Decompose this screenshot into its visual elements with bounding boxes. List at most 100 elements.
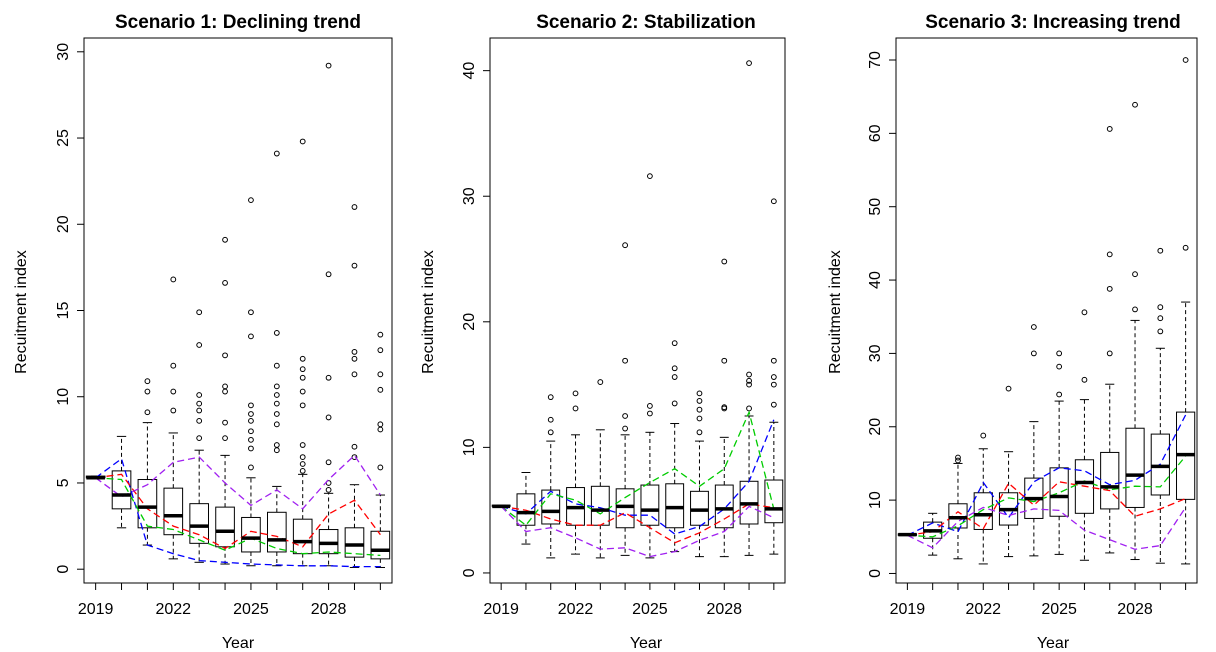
outlier-point <box>144 378 151 385</box>
outlier-point <box>770 357 777 364</box>
x-tick-label: 2028 <box>1117 601 1153 618</box>
outlier-point <box>955 457 961 464</box>
x-axis-label: Year <box>222 635 255 652</box>
box-body <box>516 493 536 526</box>
outlier-point <box>273 362 280 369</box>
outlier-point <box>671 365 678 372</box>
outlier-point <box>299 402 306 409</box>
outlier-point <box>273 150 280 157</box>
outlier-point <box>377 386 384 393</box>
box-2022 <box>163 276 184 560</box>
box-2021 <box>948 454 968 560</box>
x-tick-label: 2025 <box>1041 601 1077 618</box>
outlier-point <box>273 421 280 428</box>
y-axis-label: Recuitment index <box>13 250 30 374</box>
y-axis: 0 10 20 30 40 50 60 70 <box>867 51 896 578</box>
outlier-point <box>1106 350 1113 357</box>
outlier-point <box>646 173 653 180</box>
x-axis: 2019 2022 2025 2028 <box>78 583 381 618</box>
box-body <box>215 506 235 548</box>
outlier-point <box>351 443 358 450</box>
outlier-point <box>1005 385 1012 392</box>
outlier-point <box>299 355 306 362</box>
outlier-point <box>273 392 280 398</box>
outlier-point <box>325 62 332 69</box>
outlier-point <box>1157 247 1164 254</box>
outlier-point <box>299 442 306 448</box>
outlier-point <box>1157 328 1164 335</box>
box-body <box>137 479 158 529</box>
box-2029 <box>344 204 365 568</box>
outlier-point <box>1081 376 1088 383</box>
box-2024 <box>215 236 235 565</box>
outlier-point <box>351 355 358 362</box>
box-body <box>665 483 685 529</box>
outlier-point <box>980 432 987 439</box>
outlier-point <box>1106 285 1113 292</box>
box-2026 <box>665 340 685 553</box>
outlier-point <box>622 413 629 419</box>
outlier-point <box>696 390 703 397</box>
y-tick-label: 40 <box>461 62 478 80</box>
trajectory-line-2 <box>95 473 381 550</box>
y-tick-label: 10 <box>867 491 884 509</box>
x-tick-label: 2025 <box>632 601 668 618</box>
outlier-point <box>1132 101 1138 108</box>
y-axis-label: Recuitment index <box>420 250 437 374</box>
outlier-point <box>196 435 203 442</box>
outlier-point <box>1081 309 1088 316</box>
outlier-point <box>299 454 306 460</box>
outlier-point <box>572 405 579 412</box>
outlier-point <box>299 138 306 145</box>
trajectory-line-1 <box>95 457 381 568</box>
plot-frame <box>489 37 786 584</box>
box-body <box>267 511 287 553</box>
outlier-point <box>222 236 228 243</box>
box-2020 <box>516 471 536 545</box>
box-2024 <box>615 242 635 556</box>
outlier-point <box>351 371 358 378</box>
outlier-point <box>547 416 554 423</box>
box-body <box>189 503 209 544</box>
outlier-point <box>770 198 777 205</box>
y-tick-label: 30 <box>55 43 72 61</box>
outlier-point <box>325 414 332 421</box>
outlier-point <box>746 371 752 378</box>
box-2028 <box>318 62 339 567</box>
outlier-point <box>622 425 629 432</box>
outlier-point <box>746 60 752 67</box>
box-2020 <box>923 512 943 556</box>
outlier-point <box>299 461 306 467</box>
panel-scenario-3: Scenario 3: Increasing trend Year Recuit… <box>827 12 1198 652</box>
y-tick-label: 0 <box>461 568 478 577</box>
outlier-point <box>721 258 728 265</box>
outlier-point <box>222 352 228 359</box>
x-tick-label: 2019 <box>483 601 519 618</box>
box-2030 <box>370 331 391 568</box>
outlier-point <box>222 388 228 395</box>
box-2026 <box>267 150 287 567</box>
y-tick-label: 30 <box>867 344 884 362</box>
outlier-point <box>1157 315 1164 322</box>
outlier-point <box>248 309 254 316</box>
outlier-point <box>671 340 678 347</box>
box-2023 <box>998 385 1019 558</box>
trajectory-line-3 <box>95 477 381 557</box>
y-tick-label: 10 <box>55 388 72 406</box>
outlier-point <box>746 381 752 388</box>
box-2028 <box>714 258 734 558</box>
outlier-point <box>144 388 151 395</box>
box-body <box>1125 427 1145 508</box>
outlier-point <box>746 377 752 384</box>
outlier-point <box>770 381 777 388</box>
outlier-point <box>196 417 203 424</box>
y-tick-label: 20 <box>55 215 72 233</box>
outlier-point <box>222 435 228 442</box>
y-tick-label: 70 <box>867 51 884 69</box>
y-tick-label: 40 <box>867 271 884 289</box>
outlier-point <box>1182 57 1189 63</box>
trajectory-line-4 <box>500 505 775 558</box>
y-tick-label: 0 <box>867 569 884 578</box>
box-body <box>344 527 365 558</box>
